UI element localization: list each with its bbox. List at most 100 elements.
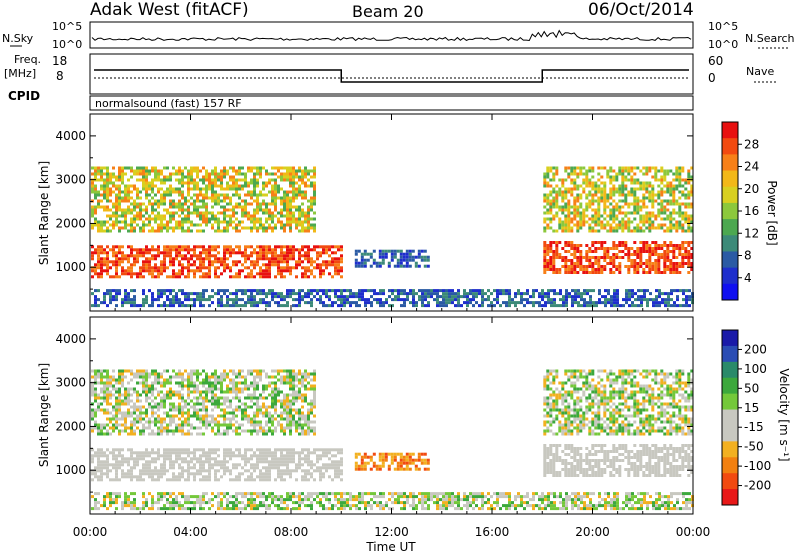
power-cell [247, 272, 250, 276]
power-cell [133, 272, 136, 276]
power-cell [199, 301, 202, 305]
power-cell [232, 169, 235, 173]
power-cell [259, 275, 262, 279]
power-cell [166, 248, 169, 252]
velocity-cell [244, 451, 247, 455]
power-cell [109, 289, 112, 293]
velocity-cell [316, 457, 319, 461]
power-cell [363, 261, 367, 265]
power-cell [298, 217, 301, 221]
velocity-cell [112, 478, 115, 482]
power-cell [268, 266, 271, 270]
velocity-cell [94, 399, 97, 403]
power-cell [292, 187, 295, 191]
power-cell [334, 295, 337, 299]
power-cell [277, 292, 280, 296]
power-cell [295, 260, 298, 264]
velocity-cell [678, 453, 682, 456]
power-cell [655, 304, 658, 308]
velocity-cell [241, 454, 244, 458]
power-cell [217, 184, 220, 188]
power-cell [666, 253, 670, 256]
power-cell [163, 223, 166, 227]
velocity-cell [208, 472, 211, 476]
power-cell [124, 223, 127, 227]
velocity-cell [283, 460, 286, 464]
power-cell [256, 166, 259, 170]
power-cell [543, 178, 547, 182]
power-cell [301, 260, 304, 264]
velocity-cell [277, 460, 280, 464]
power-cell [97, 257, 100, 261]
power-cell [597, 187, 601, 191]
power-cell [106, 260, 109, 264]
power-cell [564, 196, 568, 200]
power-cell [184, 214, 187, 218]
power-cell [271, 172, 274, 176]
power-cell [118, 193, 121, 197]
power-cell [657, 259, 661, 262]
power-cell [663, 265, 667, 268]
power-cell [334, 263, 337, 267]
power-cell [373, 289, 376, 293]
power-cell [645, 172, 649, 176]
power-cell [609, 214, 613, 218]
power-cell [424, 295, 427, 299]
power-cell [280, 202, 283, 206]
velocity-cell [175, 475, 178, 479]
power-cell [250, 298, 253, 302]
power-cell [133, 248, 136, 252]
power-cell [412, 292, 415, 296]
power-cell [493, 298, 496, 302]
power-cell [127, 272, 130, 276]
velocity-cell [202, 460, 205, 464]
power-cell [154, 202, 157, 206]
power-cell [166, 229, 169, 233]
power-cell [238, 202, 241, 206]
power-cell [280, 178, 283, 182]
power-cell [639, 250, 643, 253]
power-cell [253, 166, 256, 170]
velocity-cell [238, 454, 241, 458]
velocity-cell [558, 474, 562, 477]
power-cell [411, 249, 415, 253]
power-cell [151, 196, 154, 200]
power-cell [639, 253, 643, 256]
power-cell [133, 217, 136, 221]
velocity-cell [121, 423, 124, 427]
power-cell [199, 190, 202, 194]
power-cell [417, 249, 421, 253]
power-cell [390, 258, 394, 262]
power-cell [331, 260, 334, 264]
velocity-cell [253, 466, 256, 470]
velocity-cell [124, 369, 127, 373]
power-cell [567, 190, 571, 194]
power-cell [133, 202, 136, 206]
power-cell [193, 184, 196, 188]
velocity-cell [217, 478, 220, 482]
power-cell [544, 304, 547, 308]
velocity-cell [624, 468, 628, 471]
velocity-cell [235, 478, 238, 482]
power-cell [124, 211, 127, 215]
velocity-cell [136, 405, 139, 409]
power-cell [505, 301, 508, 305]
power-cell [151, 295, 154, 299]
power-cell [360, 264, 364, 268]
power-cell [247, 202, 250, 206]
power-cell [672, 244, 676, 247]
velocity-cell [115, 381, 118, 385]
velocity-cell [106, 432, 109, 436]
power-cell [382, 289, 385, 293]
velocity-cell [232, 466, 235, 470]
power-cell [591, 169, 595, 173]
power-cell [588, 193, 592, 197]
velocity-cell [232, 454, 235, 458]
power-cell [475, 292, 478, 296]
velocity-cell [112, 387, 115, 391]
power-cell [211, 187, 214, 191]
power-cell [618, 262, 622, 265]
power-cell [229, 184, 232, 188]
velocity-cell [235, 475, 238, 479]
velocity-cell [124, 387, 127, 391]
